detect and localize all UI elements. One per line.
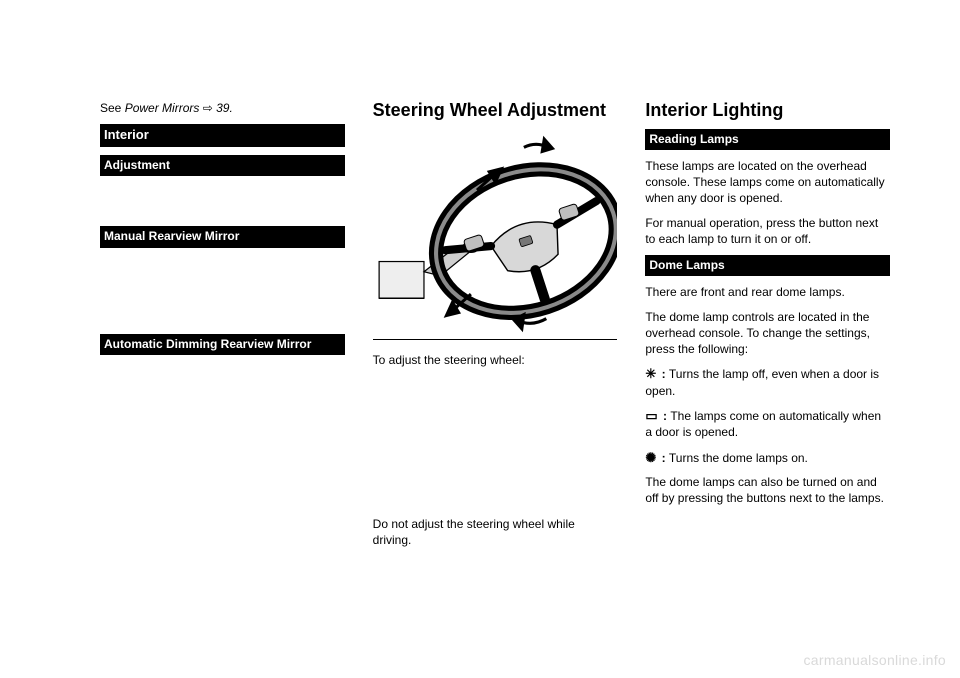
col-1: See Power Mirrors ⇨ 39. Interior Adjustm…	[100, 100, 345, 620]
figure-steering-wheel	[373, 129, 618, 340]
see-prefix: See	[100, 101, 125, 115]
dome-p3: The dome lamps can also be turned on and…	[645, 474, 890, 506]
spacer	[373, 376, 618, 508]
caption-adjust: To adjust the steering wheel:	[373, 352, 618, 368]
col-3: Interior Lighting Reading Lamps These la…	[645, 100, 890, 620]
bar-interior: Interior	[100, 124, 345, 147]
lamp-off-icon: ✳	[645, 366, 658, 381]
colon: :	[658, 451, 669, 465]
see-page: 39.	[216, 101, 233, 115]
door-icon: ▭	[645, 408, 659, 423]
dome-off-text: Turns the lamp off, even when a door is …	[645, 367, 879, 398]
columns: See Power Mirrors ⇨ 39. Interior Adjustm…	[100, 100, 890, 620]
manual-page: See Power Mirrors ⇨ 39. Interior Adjustm…	[0, 0, 960, 678]
page-ref-icon: ⇨	[199, 101, 216, 115]
note-driving: Do not adjust the steering wheel while d…	[373, 516, 618, 548]
dome-on-line: ✺ : Turns the dome lamps on.	[645, 449, 890, 467]
dome-door-text: The lamps come on automatically when a d…	[645, 409, 881, 440]
dome-on-text: Turns the dome lamps on.	[669, 451, 808, 465]
reading-p1: These lamps are located on the overhead …	[645, 158, 890, 207]
bar-auto-dim-mirror: Automatic Dimming Rearview Mirror	[100, 334, 345, 355]
steering-illustration	[373, 129, 618, 333]
dome-door-line: ▭ : The lamps come on automatically when…	[645, 407, 890, 441]
spacer	[100, 184, 345, 218]
see-ref: Power Mirrors	[125, 101, 200, 115]
bar-reading-lamps: Reading Lamps	[645, 129, 890, 150]
dome-p2: The dome lamp controls are located in th…	[645, 309, 890, 358]
see-power-mirrors: See Power Mirrors ⇨ 39.	[100, 100, 345, 116]
lamp-on-icon: ✺	[645, 450, 658, 465]
bar-manual-mirror: Manual Rearview Mirror	[100, 226, 345, 247]
heading-steering: Steering Wheel Adjustment	[373, 100, 618, 121]
colon: :	[658, 367, 669, 381]
watermark: carmanualsonline.info	[804, 652, 947, 668]
dome-off-line: ✳ : Turns the lamp off, even when a door…	[645, 365, 890, 399]
heading-interior-lighting: Interior Lighting	[645, 100, 890, 121]
spacer	[100, 256, 345, 326]
col-2: Steering Wheel Adjustment	[373, 100, 618, 620]
dome-p1: There are front and rear dome lamps.	[645, 284, 890, 300]
reading-p2: For manual operation, press the button n…	[645, 215, 890, 247]
colon: :	[660, 409, 671, 423]
bar-adjustment: Adjustment	[100, 155, 345, 176]
bar-dome-lamps: Dome Lamps	[645, 255, 890, 276]
